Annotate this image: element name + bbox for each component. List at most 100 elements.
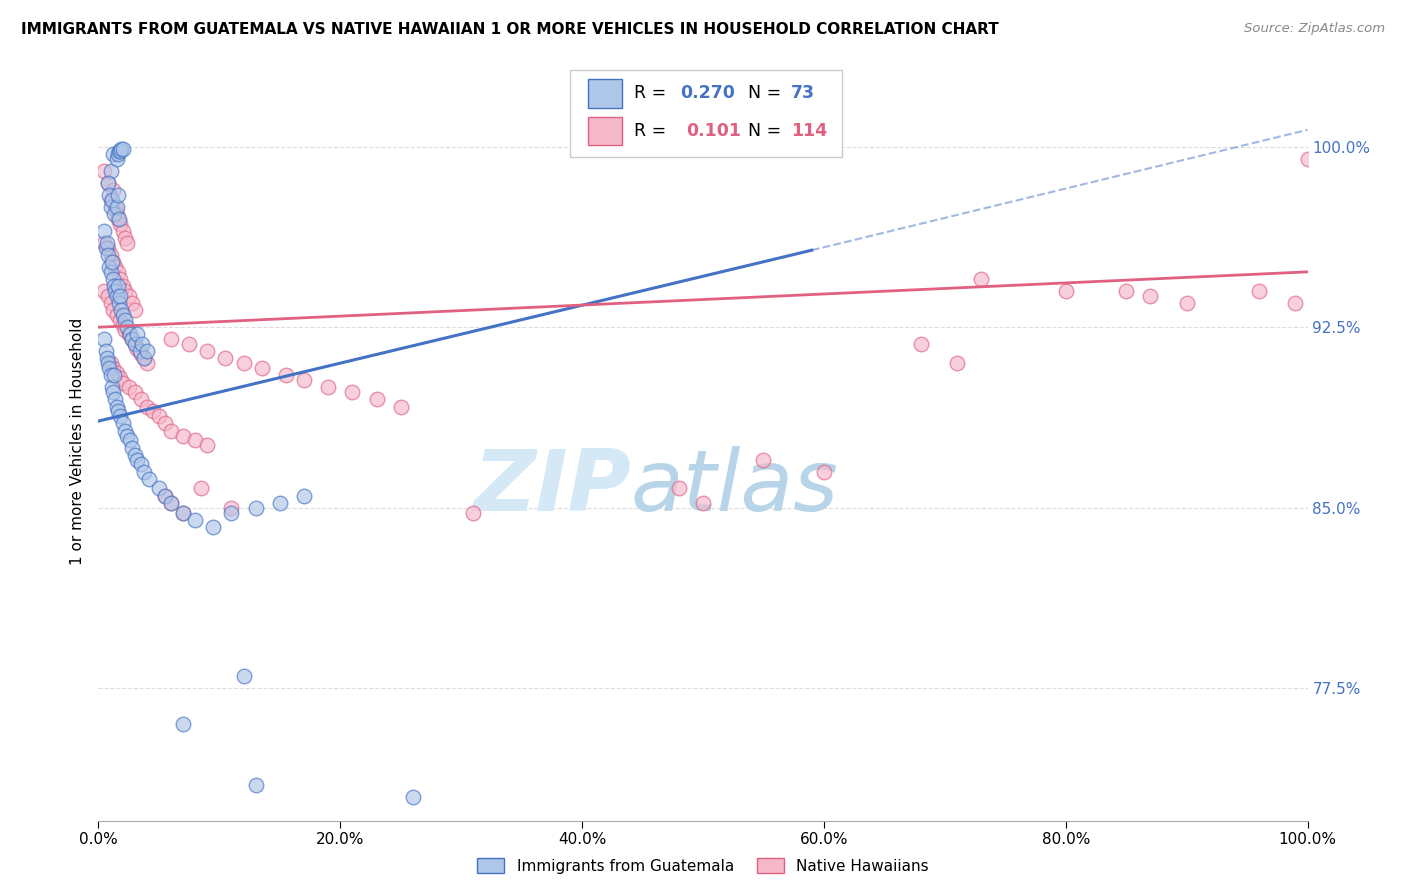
Point [105,207,128,221]
Point [121,441,143,455]
Point [104,392,127,407]
Point [1115,284,1137,298]
Point [97,289,120,303]
Point [107,265,129,279]
Point [108,272,131,286]
Point [692,496,714,510]
Point [135,344,157,359]
Point [135,356,157,370]
Text: Source: ZipAtlas.com: Source: ZipAtlas.com [1244,22,1385,36]
Point [274,368,297,383]
Point [118,289,141,303]
Point [463,506,485,520]
Y-axis label: 1 or more Vehicles in Household: 1 or more Vehicles in Household [69,318,84,566]
FancyBboxPatch shape [588,79,621,108]
Point [98,361,121,376]
Point [104,260,127,274]
Point [100,296,122,310]
Point [118,380,141,394]
Point [97,241,120,255]
Point [179,337,201,351]
Point [100,255,122,269]
Point [124,303,146,318]
Point [103,279,125,293]
Point [93,224,115,238]
Text: N =: N = [737,122,786,140]
Point [148,482,170,496]
Point [105,200,128,214]
Point [269,496,291,510]
Text: N =: N = [737,84,786,103]
Point [101,272,124,286]
Text: atlas: atlas [630,445,838,529]
Point [153,417,176,431]
Point [100,380,122,394]
Point [118,327,141,342]
Point [96,235,118,250]
Point [110,142,132,156]
Point [135,400,157,414]
Point [117,428,139,442]
Point [97,176,120,190]
Point [108,145,131,159]
Point [100,265,122,279]
Point [104,284,127,298]
Point [172,506,194,520]
Point [114,284,136,298]
Point [245,778,267,792]
Point [127,327,149,342]
Point [100,163,122,178]
Point [108,409,131,424]
Point [910,337,932,351]
Point [103,368,125,383]
Point [134,351,156,366]
Point [202,520,225,534]
Point [100,193,122,207]
Point [100,248,122,262]
Point [160,332,183,346]
Point [111,224,134,238]
Point [946,356,969,370]
Point [97,176,120,190]
Point [100,200,122,214]
FancyBboxPatch shape [569,70,842,157]
Point [1296,152,1319,166]
Point [97,248,120,262]
Point [134,351,156,366]
Text: ZIP: ZIP [472,445,630,529]
Point [121,332,143,346]
Point [94,344,117,359]
Point [104,200,127,214]
Point [93,284,115,298]
Point [221,500,243,515]
Point [190,482,212,496]
Point [142,404,165,418]
Point [292,489,315,503]
Point [93,235,115,250]
Point [172,428,194,442]
Point [316,380,339,394]
Point [108,313,131,327]
Point [131,337,153,351]
Point [292,373,315,387]
Point [105,289,128,303]
Point [129,458,152,472]
Point [101,361,124,376]
Point [107,211,129,226]
Point [127,342,149,356]
Point [114,424,136,438]
Point [134,465,156,479]
Point [108,217,131,231]
Point [108,289,131,303]
Point [221,506,243,520]
Point [129,392,152,407]
Point [232,356,254,370]
Point [138,472,160,486]
Point [114,323,136,337]
Point [100,193,122,207]
Point [110,303,132,318]
Point [970,272,993,286]
Point [153,489,176,503]
Point [1249,284,1271,298]
Point [111,376,134,390]
